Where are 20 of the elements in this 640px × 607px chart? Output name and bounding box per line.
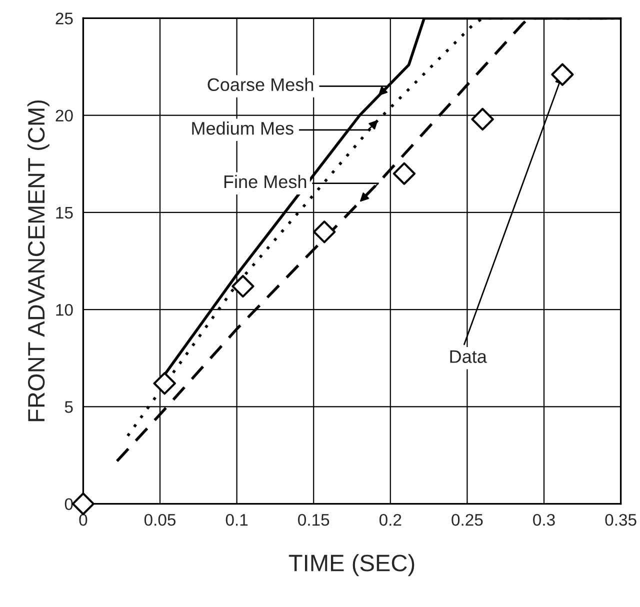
- annotation: Fine Mesh: [224, 174, 306, 188]
- y-tick-label: 20: [56, 110, 73, 122]
- x-tick-label: 0.3: [533, 514, 555, 526]
- y-tick-label: 0: [64, 498, 73, 510]
- x-tick-label: 0: [79, 514, 88, 526]
- x-tick-label: 0.05: [144, 514, 176, 526]
- x-tick-label: 0.1: [226, 514, 248, 526]
- x-tick-label: 0.25: [452, 514, 483, 526]
- y-tick-label: 5: [64, 401, 73, 413]
- annotation: Coarse Mesh: [208, 78, 314, 92]
- x-tick-label: 0.15: [298, 514, 330, 526]
- y-tick-label: 15: [56, 207, 73, 219]
- x-axis-title: TIME (SEC): [288, 554, 414, 576]
- y-tick-label: 25: [56, 12, 73, 24]
- annotation: Medium Mes: [192, 121, 294, 135]
- x-tick-label: 0.2: [379, 514, 402, 526]
- annotation: Data: [450, 350, 487, 363]
- y-axis-title: FRONT ADVANCEMENT (CM): [27, 100, 50, 422]
- y-tick-label: 10: [56, 304, 73, 316]
- x-tick-label: 0.35: [605, 514, 636, 526]
